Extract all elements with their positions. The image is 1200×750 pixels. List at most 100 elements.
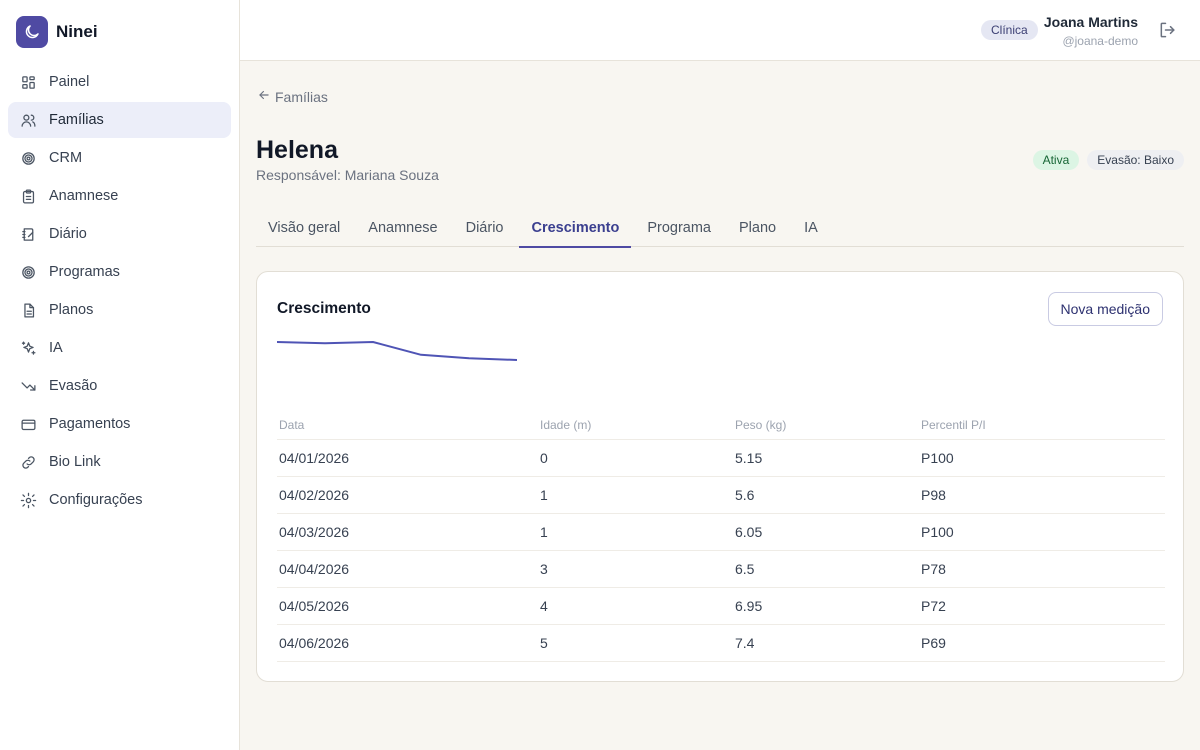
cell-date: 04/02/2026: [279, 487, 350, 503]
tab-anamnese[interactable]: Anamnese: [368, 220, 438, 236]
column-header-percentile: Percentil P/I: [921, 417, 986, 432]
cell-date: 04/03/2026: [279, 524, 350, 540]
sidebar-item-evasão[interactable]: Evasão: [8, 368, 231, 404]
growth-chart: [277, 341, 517, 361]
cell-date: 04/01/2026: [279, 450, 350, 466]
tab-plano[interactable]: Plano: [739, 220, 777, 236]
table-row: 04/02/2026 1 5.6 P98: [277, 477, 1165, 514]
cell-percentile: P72: [921, 598, 946, 614]
table-body: 04/01/2026 0 5.15 P100 04/02/2026 1 5.6 P98 04/0…: [277, 440, 1165, 662]
cell-percentile: P69: [921, 635, 946, 651]
logout-icon[interactable]: [1158, 20, 1178, 40]
sidebar-item-configurações[interactable]: Configurações: [8, 482, 231, 518]
sidebar-item-label: Painel: [49, 74, 90, 90]
table-row: 04/01/2026 0 5.15 P100: [277, 440, 1165, 477]
clipboard-icon: [20, 188, 37, 205]
sidebar-item-painel[interactable]: Painel: [8, 64, 231, 100]
sidebar-item-label: Configurações: [49, 492, 143, 508]
sidebar-item-label: Anamnese: [49, 188, 119, 204]
sidebar-item-bio-link[interactable]: Bio Link: [8, 444, 231, 480]
sidebar-item-label: Famílias: [49, 112, 104, 128]
cell-weight: 7.4: [735, 635, 755, 651]
sidebar-item-programas[interactable]: Programas: [8, 254, 231, 290]
back-link-label: Famílias: [275, 88, 328, 105]
gear-icon: [20, 492, 37, 509]
document-icon: [20, 302, 37, 319]
column-header-weight: Peso (kg): [735, 417, 787, 432]
status-badge: Ativa: [1032, 150, 1080, 170]
risk-badge: Evasão: Baixo: [1087, 150, 1184, 170]
cell-weight: 5.6: [735, 487, 755, 503]
back-link[interactable]: Famílias: [257, 88, 328, 105]
sidebar-item-label: CRM: [49, 150, 83, 166]
target-icon: [20, 150, 37, 167]
sidebar-item-label: Planos: [49, 302, 94, 318]
sidebar-item-ia[interactable]: IA: [8, 330, 231, 366]
cell-weight: 6.5: [735, 561, 755, 577]
cell-age: 5: [540, 635, 548, 651]
arrow-left-icon: [257, 88, 271, 105]
cell-percentile: P78: [921, 561, 946, 577]
page-title: Helena: [256, 136, 338, 164]
cell-weight: 5.15: [735, 450, 763, 466]
tab-bar: Visão geral Anamnese Diário Crescimento Prog…: [256, 209, 1184, 248]
cell-age: 1: [540, 487, 548, 503]
brand[interactable]: Ninei: [16, 16, 98, 48]
table-row: 04/06/2026 5 7.4 P69: [277, 625, 1165, 662]
tab-crescimento[interactable]: Crescimento: [519, 209, 632, 248]
sidebar-item-label: Evasão: [49, 378, 98, 394]
users-icon: [20, 112, 37, 129]
cell-age: 4: [540, 598, 548, 614]
sidebar-item-pagamentos[interactable]: Pagamentos: [8, 406, 231, 442]
growth-table: Data Idade (m) Peso (kg) Percentil P/I 0…: [277, 410, 1165, 662]
sidebar-item-diário[interactable]: Diário: [8, 216, 231, 252]
growth-card: Crescimento Nova medição Data Idade (m) …: [256, 271, 1184, 682]
moon-icon: [16, 16, 48, 48]
table-row: 04/04/2026 3 6.5 P78: [277, 551, 1165, 588]
sidebar-nav: Painel Famílias CRM Anamnese Diário Programas…: [8, 64, 231, 520]
cell-weight: 6.05: [735, 524, 763, 540]
sidebar-item-label: IA: [49, 340, 63, 356]
growth-title: Crescimento: [277, 300, 371, 317]
cell-percentile: P100: [921, 524, 954, 540]
link-icon: [20, 454, 37, 471]
role-badge: Clínica: [981, 20, 1038, 40]
growth-line: [277, 341, 517, 361]
cell-percentile: P100: [921, 450, 954, 466]
topbar: Clínica Joana Martins @joana-demo: [240, 0, 1200, 61]
cell-date: 04/05/2026: [279, 598, 350, 614]
credit-card-icon: [20, 416, 37, 433]
cell-age: 1: [540, 524, 548, 540]
sidebar: Ninei Painel Famílias CRM Anamnese Diário Pro…: [0, 0, 240, 750]
cell-percentile: P98: [921, 487, 946, 503]
sidebar-item-crm[interactable]: CRM: [8, 140, 231, 176]
tab-visão-geral[interactable]: Visão geral: [268, 220, 341, 236]
new-measurement-button[interactable]: Nova medição: [1047, 292, 1163, 326]
brand-name: Ninei: [56, 22, 98, 41]
sidebar-item-anamnese[interactable]: Anamnese: [8, 178, 231, 214]
table-row: 04/05/2026 4 6.95 P72: [277, 588, 1165, 625]
tab-programa[interactable]: Programa: [647, 220, 711, 236]
guardian-name: Responsável: Mariana Souza: [256, 167, 439, 183]
sidebar-item-label: Pagamentos: [49, 416, 131, 432]
user-handle: @joana-demo: [1062, 34, 1138, 48]
column-header-age: Idade (m): [540, 417, 592, 432]
cell-weight: 6.95: [735, 598, 763, 614]
sidebar-item-famílias[interactable]: Famílias: [8, 102, 231, 138]
table-row: 04/03/2026 1 6.05 P100: [277, 514, 1165, 551]
notebook-icon: [20, 226, 37, 243]
sidebar-item-label: Bio Link: [49, 454, 101, 470]
cell-age: 0: [540, 450, 548, 466]
trending-down-icon: [20, 378, 37, 395]
sidebar-item-label: Programas: [49, 264, 120, 280]
dashboard-icon: [20, 74, 37, 91]
user-name: Joana Martins: [1043, 14, 1138, 30]
tab-diário[interactable]: Diário: [465, 220, 504, 236]
table-header: Data Idade (m) Peso (kg) Percentil P/I: [277, 410, 1165, 440]
sparkles-icon: [20, 340, 37, 357]
tab-ia[interactable]: IA: [804, 220, 818, 236]
cell-age: 3: [540, 561, 548, 577]
sidebar-item-label: Diário: [49, 226, 87, 242]
column-header-date: Data: [279, 417, 305, 432]
sidebar-item-planos[interactable]: Planos: [8, 292, 231, 328]
